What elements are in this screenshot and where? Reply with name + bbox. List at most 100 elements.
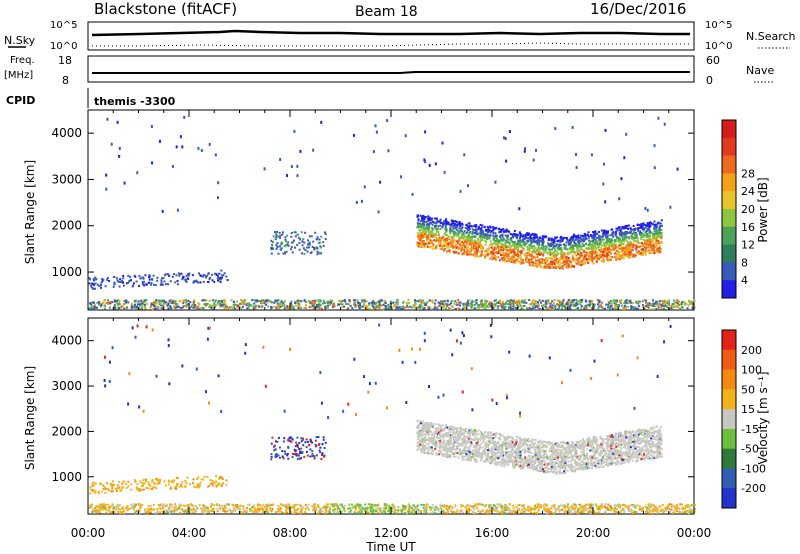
data-cell bbox=[343, 305, 346, 308]
data-cell bbox=[113, 305, 116, 308]
data-cell bbox=[173, 503, 176, 506]
data-cell bbox=[200, 306, 203, 309]
data-cell bbox=[103, 307, 106, 310]
data-cell bbox=[482, 245, 485, 248]
data-cell bbox=[562, 259, 565, 262]
data-cell bbox=[299, 149, 302, 153]
data-cell bbox=[511, 249, 514, 252]
data-cell bbox=[480, 244, 483, 247]
data-cell bbox=[530, 236, 533, 239]
data-cell bbox=[465, 251, 468, 254]
data-cell bbox=[510, 260, 513, 263]
data-cell bbox=[465, 307, 468, 310]
data-cell bbox=[542, 244, 545, 247]
data-cell bbox=[611, 248, 614, 251]
data-cell bbox=[629, 299, 632, 302]
data-cell bbox=[200, 507, 203, 510]
data-cell bbox=[526, 245, 529, 248]
data-cell bbox=[378, 306, 381, 309]
data-cell bbox=[549, 265, 552, 268]
data-cell bbox=[504, 240, 507, 243]
data-cell bbox=[224, 303, 227, 306]
data-cell bbox=[515, 302, 518, 305]
data-cell bbox=[539, 307, 542, 310]
data-cell bbox=[393, 303, 396, 306]
data-cell bbox=[523, 248, 526, 251]
data-cell bbox=[247, 306, 250, 309]
data-cell bbox=[552, 266, 555, 269]
data-cell bbox=[265, 301, 268, 304]
data-cell bbox=[483, 299, 486, 302]
data-cell bbox=[627, 509, 630, 512]
data-cell bbox=[633, 239, 636, 242]
data-cell bbox=[445, 244, 448, 247]
data-cell bbox=[464, 238, 467, 241]
data-cell bbox=[623, 255, 626, 258]
data-cell bbox=[529, 261, 532, 264]
data-cell bbox=[524, 254, 527, 257]
data-cell bbox=[329, 299, 332, 302]
data-cell bbox=[150, 504, 153, 507]
data-cell bbox=[565, 301, 568, 304]
data-cell bbox=[652, 508, 655, 511]
data-cell bbox=[246, 302, 249, 305]
data-cell bbox=[673, 505, 676, 508]
data-cell bbox=[610, 245, 613, 248]
data-cell bbox=[427, 220, 430, 223]
data-cell bbox=[486, 225, 489, 228]
data-cell bbox=[572, 248, 575, 251]
data-cell bbox=[552, 244, 555, 247]
data-cell bbox=[436, 508, 439, 511]
data-cell bbox=[292, 239, 295, 242]
data-cell bbox=[647, 249, 650, 252]
data-cell bbox=[647, 306, 650, 309]
data-cell bbox=[641, 233, 644, 236]
data-cell bbox=[622, 246, 625, 249]
data-cell bbox=[225, 275, 228, 278]
data-cell bbox=[550, 306, 553, 309]
data-cell bbox=[123, 300, 126, 303]
data-cell bbox=[426, 301, 429, 304]
data-cell bbox=[503, 246, 506, 249]
data-cell bbox=[612, 245, 615, 248]
data-cell bbox=[568, 303, 571, 306]
data-cell bbox=[537, 239, 540, 242]
data-cell bbox=[406, 306, 409, 309]
data-cell bbox=[445, 233, 448, 236]
data-cell bbox=[563, 261, 566, 264]
data-cell bbox=[443, 170, 446, 174]
data-cell bbox=[456, 246, 459, 249]
data-cell bbox=[536, 259, 539, 262]
data-cell bbox=[407, 301, 410, 304]
data-cell bbox=[502, 251, 505, 254]
data-cell bbox=[258, 503, 261, 506]
data-cell bbox=[434, 246, 437, 249]
data-cell bbox=[117, 280, 120, 283]
data-cell bbox=[671, 511, 674, 514]
data-cell bbox=[434, 505, 437, 508]
data-cell bbox=[202, 280, 205, 283]
data-cell bbox=[622, 233, 625, 236]
data-cell bbox=[149, 305, 152, 308]
data-cell bbox=[522, 243, 525, 246]
data-cell bbox=[575, 302, 578, 305]
data-cell bbox=[475, 302, 478, 305]
data-cell bbox=[568, 262, 571, 265]
data-cell bbox=[629, 253, 632, 256]
data-cell bbox=[314, 231, 317, 234]
data-cell bbox=[652, 242, 655, 245]
data-cell bbox=[559, 246, 562, 249]
data-cell bbox=[568, 305, 571, 308]
data-cell bbox=[591, 251, 594, 254]
data-cell bbox=[141, 302, 144, 305]
data-cell bbox=[254, 307, 257, 310]
data-cell bbox=[606, 252, 609, 255]
data-cell bbox=[467, 304, 470, 307]
data-cell bbox=[443, 242, 446, 245]
data-cell bbox=[277, 235, 280, 238]
data-cell bbox=[575, 304, 578, 307]
data-cell bbox=[583, 255, 586, 258]
data-cell bbox=[596, 299, 599, 302]
data-cell bbox=[208, 142, 211, 146]
data-cell bbox=[494, 232, 497, 235]
